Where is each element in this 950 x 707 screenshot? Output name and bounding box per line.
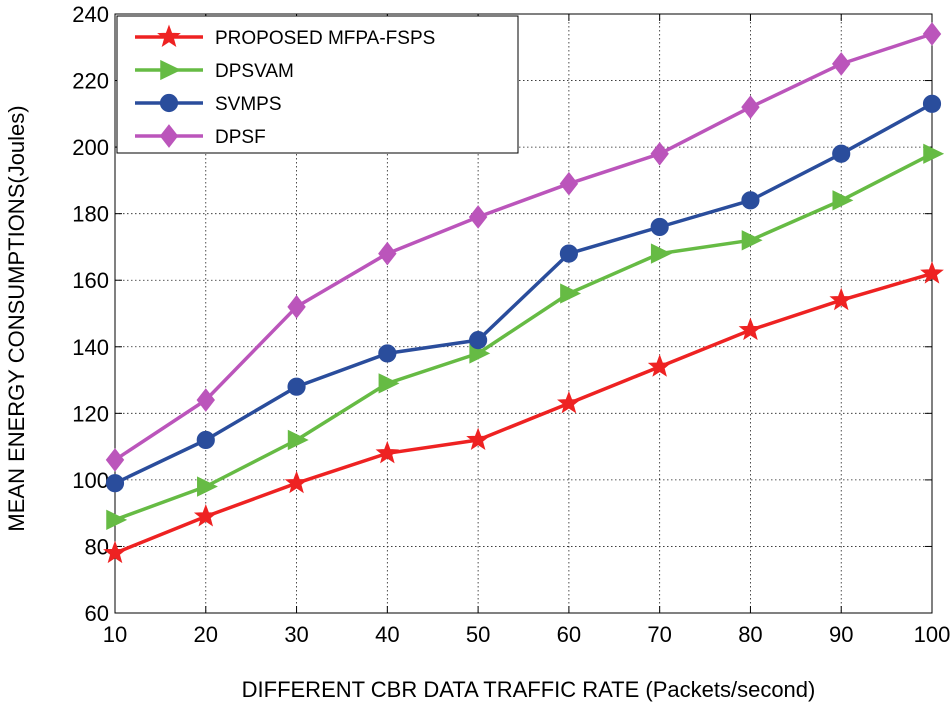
series-1 xyxy=(106,143,945,530)
legend-marker xyxy=(159,124,179,148)
data-point xyxy=(647,354,672,377)
plot-frame xyxy=(114,13,933,614)
y-axis-label: MEAN ENERGY CONSUMPTIONS(Joules) xyxy=(4,105,29,531)
data-point xyxy=(557,390,581,414)
y-tick-label: 160 xyxy=(72,268,109,293)
axis-ticks: 10 20 30 40 50 60 70 80 90 100 60 80 100 120 140 160 180… xyxy=(72,2,950,647)
x-tick-label: 60 xyxy=(557,622,581,647)
x-tick-label: 10 xyxy=(103,622,127,647)
data-point xyxy=(197,476,218,497)
data-point xyxy=(196,388,215,412)
x-tick-label: 70 xyxy=(647,622,671,647)
data-point xyxy=(106,509,128,530)
data-point xyxy=(284,470,309,494)
data-point xyxy=(829,287,854,311)
series-group xyxy=(103,22,945,564)
data-point xyxy=(466,427,490,451)
data-point xyxy=(741,230,763,251)
data-point xyxy=(559,244,578,263)
data-point xyxy=(923,143,945,164)
legend-entry: SVMPS xyxy=(215,94,282,115)
x-tick-label: 80 xyxy=(738,622,762,647)
legend-entry: DPSF xyxy=(215,127,266,148)
series-3 xyxy=(105,22,942,472)
y-tick-label: 100 xyxy=(72,468,109,493)
legend-box xyxy=(116,15,519,154)
x-tick-label: 50 xyxy=(466,622,490,647)
data-point xyxy=(378,241,397,266)
x-axis-label: DIFFERENT CBR DATA TRAFFIC RATE (Packets… xyxy=(242,677,816,702)
data-point xyxy=(922,94,942,113)
x-tick-label: 100 xyxy=(914,622,950,647)
x-tick-label: 90 xyxy=(829,622,853,647)
data-point xyxy=(560,283,582,304)
data-point xyxy=(193,504,218,527)
series-line xyxy=(114,32,933,462)
legend-marker xyxy=(157,24,181,48)
series-line xyxy=(114,152,933,522)
legend-entry: DPSVAM xyxy=(215,61,294,82)
data-point xyxy=(103,540,127,564)
data-point xyxy=(196,430,215,450)
data-point xyxy=(468,205,488,229)
data-point xyxy=(559,171,579,196)
y-tick-label: 240 xyxy=(72,2,109,27)
data-point xyxy=(832,144,851,163)
data-point xyxy=(741,95,760,119)
series-line xyxy=(114,271,933,555)
legend-entry: PROPOSED MFPA-FSPS xyxy=(215,28,435,49)
data-point xyxy=(287,429,309,451)
legend-marker xyxy=(159,93,179,113)
y-tick-label: 60 xyxy=(85,601,109,626)
y-tick-label: 200 xyxy=(72,135,109,160)
data-point xyxy=(741,191,760,210)
data-point xyxy=(378,344,397,363)
data-point xyxy=(650,217,669,237)
y-tick-label: 180 xyxy=(72,202,109,227)
x-tick-label: 30 xyxy=(284,622,308,647)
data-point xyxy=(287,377,306,396)
x-tick-label: 40 xyxy=(375,622,399,647)
data-point xyxy=(469,331,488,350)
data-point xyxy=(832,52,851,76)
y-tick-label: 80 xyxy=(85,534,109,559)
data-point xyxy=(920,261,944,284)
data-point xyxy=(922,22,942,46)
data-point xyxy=(650,243,672,264)
y-tick-label: 220 xyxy=(72,69,109,94)
series-0 xyxy=(103,261,944,564)
series-line xyxy=(114,102,933,485)
data-point xyxy=(287,295,306,319)
series-2 xyxy=(105,94,942,493)
y-tick-label: 120 xyxy=(72,401,109,426)
data-point xyxy=(375,440,400,464)
data-point xyxy=(105,448,125,472)
data-point xyxy=(650,141,669,166)
x-tick-label: 20 xyxy=(194,622,218,647)
legend-marker xyxy=(160,59,182,81)
data-point xyxy=(832,190,854,211)
data-point xyxy=(378,373,400,394)
y-tick-label: 140 xyxy=(72,335,109,360)
legend: PROPOSED MFPA-FSPS DPSVAM SVMPS DPSF xyxy=(116,15,519,154)
data-point xyxy=(105,474,125,493)
data-point xyxy=(738,317,763,341)
